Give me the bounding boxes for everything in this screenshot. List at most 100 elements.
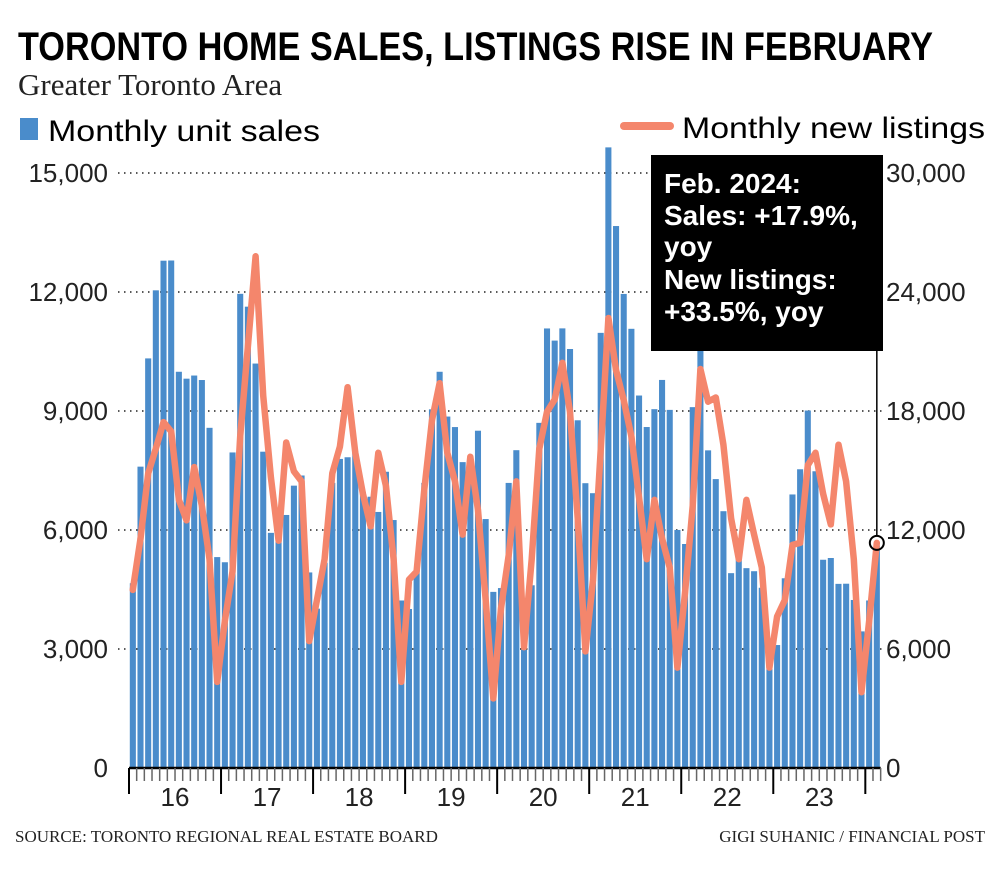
- right-tick-label: 0: [886, 753, 900, 783]
- sales-bar: [866, 600, 873, 768]
- annotation-line: yoy: [664, 231, 713, 262]
- sales-bar: [175, 371, 182, 768]
- latest-point-marker: [868, 534, 885, 551]
- year-label: 23: [805, 782, 834, 812]
- sales-bar: [451, 427, 459, 768]
- left-tick-label: 9,000: [43, 396, 108, 426]
- sales-bar: [367, 496, 374, 768]
- sales-bar: [344, 457, 351, 768]
- annotation: Feb. 2024: Sales: +17.9%, yoy New listin…: [651, 155, 883, 351]
- left-tick-label: 3,000: [43, 634, 108, 664]
- sales-bar: [336, 458, 343, 768]
- sales-bar: [390, 520, 397, 768]
- sales-bar: [720, 511, 727, 768]
- right-tick-label: 6,000: [886, 634, 951, 664]
- sales-bar: [712, 479, 719, 768]
- annotation-line: +33.5%, yoy: [664, 296, 824, 327]
- sales-bar: [743, 568, 750, 768]
- sales-bar: [168, 260, 175, 768]
- sales-bar: [183, 378, 190, 768]
- sales-bar: [198, 380, 205, 768]
- listings-line-group: [129, 253, 885, 702]
- year-label: 22: [713, 782, 742, 812]
- sales-bar: [551, 340, 558, 768]
- sales-bar: [651, 409, 658, 768]
- sales-bar: [766, 645, 773, 768]
- sales-bar: [566, 349, 574, 768]
- sales-bar: [283, 514, 290, 768]
- sales-bar: [413, 570, 420, 768]
- sales-bar: [873, 545, 880, 768]
- sales-bar: [528, 585, 535, 768]
- sales-bar: [620, 293, 627, 768]
- sales-bar: [643, 427, 650, 768]
- sales-bar: [290, 485, 297, 768]
- sales-bar: [137, 466, 144, 768]
- sales-bar: [520, 649, 528, 768]
- sales-bar: [605, 147, 612, 768]
- sales-bar: [375, 511, 382, 768]
- sales-bar: [275, 515, 282, 768]
- sales-bar: [820, 559, 827, 768]
- sales-bar: [459, 462, 466, 768]
- sales-bar: [613, 226, 620, 769]
- sales-bar: [728, 573, 735, 768]
- sales-bar: [513, 450, 520, 768]
- sales-bar: [751, 571, 758, 768]
- sales-bar: [689, 407, 696, 768]
- sales-bar: [781, 578, 788, 768]
- sales-bar: [436, 371, 443, 768]
- sales-bar: [559, 328, 566, 768]
- sales-bar: [789, 494, 796, 768]
- sales-bar: [590, 493, 597, 768]
- sales-bar: [827, 558, 834, 768]
- left-tick-label: 12,000: [28, 277, 108, 307]
- sales-bar: [129, 583, 136, 768]
- annotation-box: [651, 155, 883, 351]
- sales-bar: [505, 482, 512, 768]
- sales-bar: [858, 631, 865, 768]
- annotation-line: Feb. 2024:: [664, 168, 801, 199]
- chart-subtitle: Greater Toronto Area: [18, 67, 282, 102]
- sales-bar: [306, 572, 313, 768]
- sales-bar: [313, 608, 320, 768]
- year-label: 17: [253, 782, 282, 812]
- sales-bar: [421, 482, 428, 768]
- sales-bar: [352, 451, 359, 768]
- left-tick-label: 0: [94, 753, 108, 783]
- sales-bar: [597, 332, 604, 768]
- sales-bar: [428, 409, 435, 768]
- source-note: SOURCE: TORONTO REGIONAL REAL ESTATE BOA…: [15, 827, 438, 846]
- year-label: 21: [621, 782, 650, 812]
- sales-bar: [574, 420, 581, 768]
- sales-bar: [628, 328, 635, 768]
- sales-bar: [382, 471, 389, 768]
- sales-bar: [697, 333, 704, 768]
- sales-bar: [321, 562, 328, 768]
- sales-bar: [636, 395, 643, 768]
- sales-bar: [298, 475, 305, 768]
- sales-bar: [735, 544, 742, 768]
- sales-bar: [405, 608, 412, 768]
- sales-bar: [474, 430, 482, 768]
- sales-bar: [152, 290, 159, 768]
- legend-listings-label: Monthly new listings: [682, 112, 985, 145]
- sales-bar: [804, 410, 811, 768]
- sales-bar: [444, 416, 451, 768]
- sales-bar: [252, 363, 259, 768]
- left-tick-label: 6,000: [43, 515, 108, 545]
- sales-bar: [758, 587, 765, 768]
- sales-bar: [659, 379, 666, 768]
- legend-sales-label: Monthly unit sales: [48, 115, 320, 148]
- sales-bar: [467, 457, 474, 768]
- left-tick-label: 15,000: [28, 158, 108, 188]
- credit-note: GIGI SUHANIC / FINANCIAL POST: [719, 827, 985, 846]
- chart-title: TORONTO HOME SALES, LISTINGS RISE IN FEB…: [18, 25, 933, 69]
- sales-bar: [160, 260, 167, 768]
- sales-bar: [329, 482, 336, 768]
- sales-bar: [543, 328, 551, 768]
- year-label: 20: [529, 782, 558, 812]
- listings-line: [129, 253, 881, 702]
- sales-bar: [244, 306, 251, 768]
